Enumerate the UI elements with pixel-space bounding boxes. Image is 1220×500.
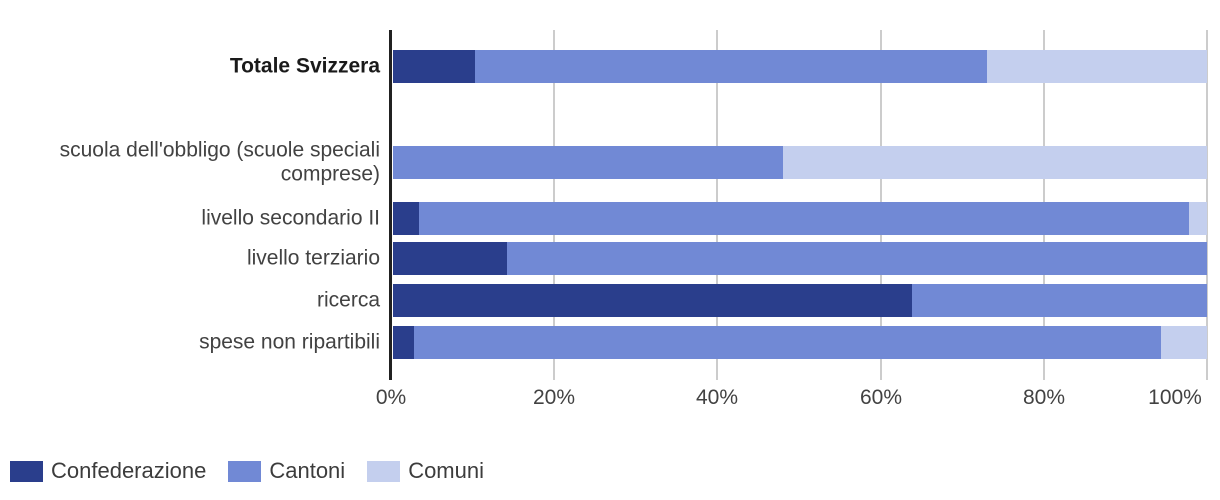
category-label: livello terziario bbox=[246, 246, 380, 270]
category-label: ricerca bbox=[316, 288, 380, 312]
bar-segment-cantoni bbox=[911, 284, 1207, 317]
bar-segment-comuni bbox=[782, 146, 1207, 179]
legend-item-comuni: Comuni bbox=[367, 458, 484, 484]
x-tick-label: 100% bbox=[1148, 386, 1202, 409]
bar-segment-comuni bbox=[1160, 326, 1207, 359]
legend-swatch-confederazione bbox=[10, 460, 43, 482]
x-tick-label: 20% bbox=[532, 386, 576, 409]
legend: Confederazione Cantoni Comuni bbox=[10, 458, 484, 484]
bar-segment-cantoni bbox=[506, 242, 1207, 275]
legend-swatch-cantoni bbox=[228, 460, 262, 482]
bar-row bbox=[393, 284, 1207, 317]
legend-item-confederazione: Confederazione bbox=[10, 458, 206, 484]
category-label: scuola dell'obbligo (scuole speciali com… bbox=[59, 137, 380, 186]
legend-swatch-comuni bbox=[367, 460, 401, 482]
category-label: spese non ripartibili bbox=[199, 330, 380, 354]
x-tick-label: 40% bbox=[695, 386, 739, 409]
bar-row bbox=[393, 146, 1207, 179]
legend-label: Confederazione bbox=[51, 458, 207, 483]
bar-segment-cantoni bbox=[419, 202, 1190, 235]
bar-row bbox=[393, 326, 1207, 359]
category-label: livello secondario II bbox=[201, 206, 380, 230]
legend-label: Comuni bbox=[408, 458, 484, 483]
bar-segment-cantoni bbox=[475, 50, 988, 83]
category-label: Totale Svizzera bbox=[229, 54, 380, 78]
legend-label: Cantoni bbox=[269, 458, 346, 483]
bar-segment-comuni bbox=[987, 50, 1207, 83]
bar-row bbox=[393, 202, 1207, 235]
x-tick-label: 60% bbox=[859, 386, 903, 409]
bar-segment-confederazione bbox=[393, 242, 507, 275]
bar-row bbox=[393, 242, 1207, 275]
gridline-100 bbox=[1206, 30, 1208, 380]
bar-segment-confederazione bbox=[393, 202, 420, 235]
x-tick-label: 0% bbox=[375, 386, 407, 409]
bar-segment-confederazione bbox=[393, 326, 415, 359]
bar-row bbox=[393, 50, 1207, 83]
y-axis-line bbox=[389, 30, 392, 380]
bar-segment-cantoni bbox=[393, 146, 783, 179]
bar-segment-confederazione bbox=[393, 284, 912, 317]
x-tick-label: 80% bbox=[1022, 386, 1066, 409]
bar-segment-confederazione bbox=[393, 50, 476, 83]
bar-segment-comuni bbox=[1189, 202, 1207, 235]
legend-item-cantoni: Cantoni bbox=[228, 458, 345, 484]
bar-segment-cantoni bbox=[414, 326, 1161, 359]
